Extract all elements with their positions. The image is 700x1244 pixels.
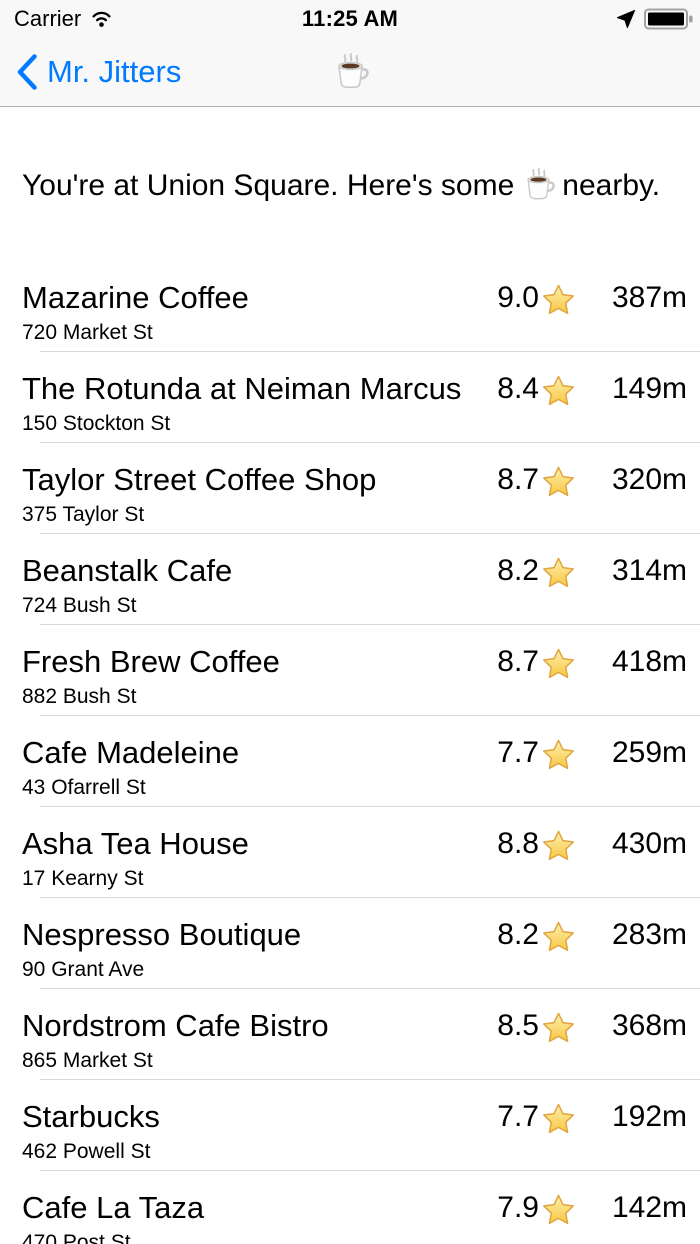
venue-row[interactable]: Beanstalk Cafe 724 Bush St 8.2 314m [0, 534, 700, 625]
rating-value: 8.2 [497, 554, 539, 587]
wifi-icon [89, 9, 114, 28]
venue-row[interactable]: Mazarine Coffee 720 Market St 9.0 387m [0, 261, 700, 352]
coffee-cup-icon [520, 167, 556, 203]
venue-address: 43 Ofarrell St [22, 776, 146, 799]
venue-row[interactable]: Taylor Street Coffee Shop 375 Taylor St … [0, 443, 700, 534]
rating-value: 9.0 [497, 281, 539, 314]
venue-distance: 149m [611, 372, 687, 405]
venue-address: 150 Stockton St [22, 412, 171, 435]
star-icon [542, 920, 575, 953]
star-icon [542, 647, 575, 680]
venue-rating: 7.7 [497, 733, 575, 773]
venue-address: 882 Bush St [22, 685, 137, 708]
venue-distance: 283m [611, 918, 687, 951]
star-icon [542, 556, 575, 589]
venue-rating: 7.9 [497, 1188, 575, 1228]
back-chevron-icon [16, 53, 38, 91]
venue-rating: 9.0 [497, 278, 575, 318]
star-icon [542, 374, 575, 407]
rating-value: 7.7 [497, 736, 539, 769]
venue-address: 462 Powell St [22, 1140, 151, 1163]
venue-distance: 320m [611, 463, 687, 496]
venue-rating: 8.2 [497, 915, 575, 955]
venue-distance: 314m [611, 554, 687, 587]
navigation-bar: Mr. Jitters [0, 37, 700, 107]
venue-list: Mazarine Coffee 720 Market St 9.0 387m T… [0, 261, 700, 1244]
battery-icon [644, 8, 694, 30]
venue-row[interactable]: Nespresso Boutique 90 Grant Ave 8.2 283m [0, 898, 700, 989]
rating-value: 8.7 [497, 463, 539, 496]
venue-rating: 8.7 [497, 460, 575, 500]
rating-value: 8.5 [497, 1009, 539, 1042]
venue-rating: 7.7 [497, 1097, 575, 1137]
back-button[interactable]: Mr. Jitters [0, 53, 181, 91]
venue-row[interactable]: The Rotunda at Neiman Marcus 150 Stockto… [0, 352, 700, 443]
location-services-icon [616, 9, 636, 29]
coffee-cup-icon [330, 52, 370, 92]
venue-distance: 418m [611, 645, 687, 678]
star-icon [542, 283, 575, 316]
venue-rating: 8.8 [497, 824, 575, 864]
rating-value: 8.2 [497, 918, 539, 951]
venue-row[interactable]: Asha Tea House 17 Kearny St 8.8 430m [0, 807, 700, 898]
message-suffix: nearby. [562, 169, 661, 202]
venue-distance: 387m [611, 281, 687, 314]
venue-row[interactable]: Fresh Brew Coffee 882 Bush St 8.7 418m [0, 625, 700, 716]
venue-name: Beanstalk Cafe [22, 553, 233, 588]
venue-name: Fresh Brew Coffee [22, 644, 280, 679]
venue-name: Asha Tea House [22, 826, 249, 861]
venue-address: 865 Market St [22, 1049, 153, 1072]
venue-address: 17 Kearny St [22, 867, 144, 890]
venue-name: Cafe La Taza [22, 1190, 205, 1225]
venue-distance: 259m [611, 736, 687, 769]
venue-name: Cafe Madeleine [22, 735, 240, 770]
star-icon [542, 1102, 575, 1135]
location-message: You're at Union Square. Here's some near… [22, 166, 678, 206]
star-icon [542, 1193, 575, 1226]
venue-address: 90 Grant Ave [22, 958, 145, 981]
venue-rating: 8.2 [497, 551, 575, 591]
rating-value: 8.7 [497, 645, 539, 678]
star-icon [542, 738, 575, 771]
status-bar: Carrier 11:25 AM [0, 0, 700, 37]
venue-name: Mazarine Coffee [22, 280, 249, 315]
venue-address: 375 Taylor St [22, 503, 145, 526]
venue-rating: 8.5 [497, 1006, 575, 1046]
status-time: 11:25 AM [301, 5, 399, 31]
star-icon [542, 829, 575, 862]
rating-value: 8.8 [497, 827, 539, 860]
venue-name: The Rotunda at Neiman Marcus [22, 371, 462, 406]
venue-distance: 368m [611, 1009, 687, 1042]
carrier-label: Carrier [14, 5, 82, 31]
venue-row[interactable]: Cafe La Taza 470 Post St 7.9 142m [0, 1171, 700, 1244]
venue-address: 720 Market St [22, 321, 153, 344]
venue-row[interactable]: Starbucks 462 Powell St 7.7 192m [0, 1080, 700, 1171]
venue-name: Starbucks [22, 1099, 160, 1134]
star-icon [542, 1011, 575, 1044]
venue-row[interactable]: Cafe Madeleine 43 Ofarrell St 7.7 259m [0, 716, 700, 807]
venue-distance: 142m [611, 1191, 687, 1224]
venue-name: Taylor Street Coffee Shop [22, 462, 377, 497]
rating-value: 8.4 [497, 372, 539, 405]
venue-rating: 8.4 [497, 369, 575, 409]
venue-distance: 430m [611, 827, 687, 860]
rating-value: 7.7 [497, 1100, 539, 1133]
rating-value: 7.9 [497, 1191, 539, 1224]
venue-name: Nespresso Boutique [22, 917, 302, 952]
message-prefix: You're at Union Square. Here's some [22, 169, 515, 202]
venue-name: Nordstrom Cafe Bistro [22, 1008, 329, 1043]
star-icon [542, 465, 575, 498]
venue-address: 724 Bush St [22, 594, 137, 617]
back-button-label: Mr. Jitters [47, 53, 182, 89]
venue-address: 470 Post St [22, 1231, 131, 1244]
venue-rating: 8.7 [497, 642, 575, 682]
venue-row[interactable]: Nordstrom Cafe Bistro 865 Market St 8.5 … [0, 989, 700, 1080]
venue-distance: 192m [611, 1100, 687, 1133]
